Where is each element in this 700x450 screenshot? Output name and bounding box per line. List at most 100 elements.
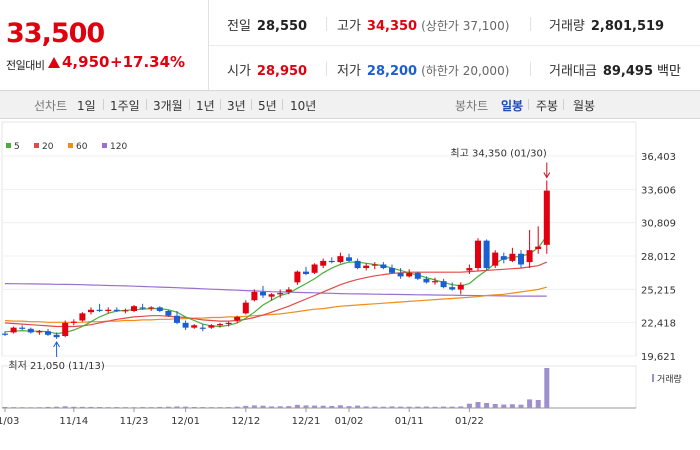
candle-body	[543, 190, 550, 245]
tab-period-5y[interactable]: 5년	[258, 99, 277, 113]
candle-body	[225, 322, 232, 325]
volume-bar	[294, 404, 300, 408]
stat-label: 고가	[337, 19, 361, 34]
volume-bar	[88, 406, 94, 408]
separator	[528, 99, 529, 110]
change-value: 4,950	[62, 53, 110, 71]
tab-candle-daily[interactable]: 일봉	[501, 99, 524, 113]
y-tick-label: 28,012	[641, 252, 676, 263]
volume-bar	[372, 406, 378, 408]
stat-label: 저가	[337, 64, 361, 79]
candle-body	[165, 310, 172, 316]
ma5-line	[4, 235, 548, 335]
candle-body	[268, 294, 275, 297]
candle-body	[475, 240, 481, 269]
y-tick-label: 25,215	[641, 285, 676, 296]
x-tick-label: 12/01	[171, 416, 200, 427]
tab-period-1y[interactable]: 1년	[196, 99, 215, 113]
volume-bar	[432, 406, 438, 408]
stat-value: 28,200	[366, 64, 418, 79]
candle-body	[148, 307, 155, 309]
candle-body	[19, 327, 26, 329]
legend-swatch	[34, 143, 39, 148]
candle-body	[466, 268, 473, 271]
volume-bar	[509, 404, 515, 408]
candle-body	[131, 306, 137, 311]
high-annotation-label: 최고 34,350 (01/30)	[450, 147, 546, 159]
volume-bar	[19, 407, 25, 408]
volume-bar	[62, 406, 68, 408]
candle-body	[217, 324, 223, 326]
tab-period-3y[interactable]: 3년	[227, 99, 246, 113]
change-label: 전일대비	[6, 59, 45, 72]
volume-bar	[320, 405, 326, 408]
candle-body	[389, 268, 395, 273]
candle-body	[27, 328, 34, 333]
candle-body	[208, 325, 215, 328]
candle-body	[62, 322, 69, 336]
volume-bar	[191, 407, 197, 408]
volume-bar	[277, 406, 283, 408]
tab-period-3m[interactable]: 3개월	[153, 99, 183, 113]
candle-body	[53, 334, 60, 338]
stat-value: 34,350	[366, 19, 418, 34]
candle-body	[371, 264, 378, 266]
stat-unit: 백만	[657, 64, 681, 79]
volume-bar	[380, 406, 386, 408]
candle-body	[122, 310, 129, 312]
volume-bar	[217, 407, 223, 408]
x-tick-label: 01/22	[455, 416, 484, 427]
volume-bar	[484, 403, 490, 408]
x-tick-label: 11/14	[59, 416, 88, 427]
volume-bar	[243, 405, 249, 408]
volume-bar	[423, 406, 429, 408]
stat-label: 시가	[227, 64, 251, 79]
candle-body	[380, 264, 387, 269]
legend-swatch	[102, 143, 107, 148]
candle-body	[174, 315, 180, 323]
candle-body	[36, 331, 43, 333]
y-tick-label: 22,418	[641, 319, 676, 330]
candle-body	[199, 327, 206, 329]
stat-prev-close: 전일 28,550	[227, 15, 307, 34]
candle-body	[294, 271, 301, 283]
legend-label: 20	[42, 142, 54, 152]
volume-bar	[458, 406, 464, 408]
volume-bar	[36, 407, 42, 408]
volume-bar	[131, 407, 137, 408]
volume-bar	[363, 406, 369, 408]
stat-open: 시가 28,950	[227, 60, 307, 79]
stat-low: 저가 28,200 (하한가 20,000)	[337, 60, 509, 79]
candle-body	[96, 309, 103, 311]
price-summary: 33,500 전일대비 4,950 +17.34%	[0, 0, 209, 90]
volume-bar	[466, 403, 472, 408]
chart-tabs: 선차트 1일 1주일 3개월 1년 3년 5년 10년 봉차트 일봉 주봉 월봉	[0, 91, 700, 119]
tab-period-1w[interactable]: 1주일	[110, 99, 140, 113]
change-percent: +17.34%	[110, 53, 186, 71]
candle-body	[234, 316, 241, 321]
volume-bar	[114, 407, 120, 408]
tab-period-10y[interactable]: 10년	[290, 99, 317, 113]
volume-bar	[200, 407, 206, 408]
high-arrowhead-icon	[543, 172, 551, 179]
stat-label: 전일	[227, 19, 251, 34]
tab-period-1d[interactable]: 1일	[77, 99, 96, 113]
volume-bar	[226, 407, 232, 408]
volume-bar	[97, 407, 103, 408]
candle-body	[277, 293, 284, 295]
volume-bar	[28, 407, 34, 408]
legend-swatch	[68, 143, 73, 148]
candle-body	[535, 246, 542, 249]
tab-candle-weekly[interactable]: 주봉	[536, 99, 559, 113]
volume-bar	[492, 404, 498, 408]
volume-bar	[105, 407, 111, 408]
candle-body	[70, 321, 77, 323]
volume-bar	[449, 406, 455, 408]
volume-bar	[45, 406, 51, 408]
low-annotation-label: 최저 21,050 (11/13)	[8, 360, 104, 372]
candle-body	[492, 252, 499, 266]
tab-candle-monthly[interactable]: 월봉	[573, 99, 596, 113]
separator	[530, 17, 531, 31]
stat-label: 거래량	[549, 19, 585, 34]
volume-bar	[11, 407, 17, 408]
